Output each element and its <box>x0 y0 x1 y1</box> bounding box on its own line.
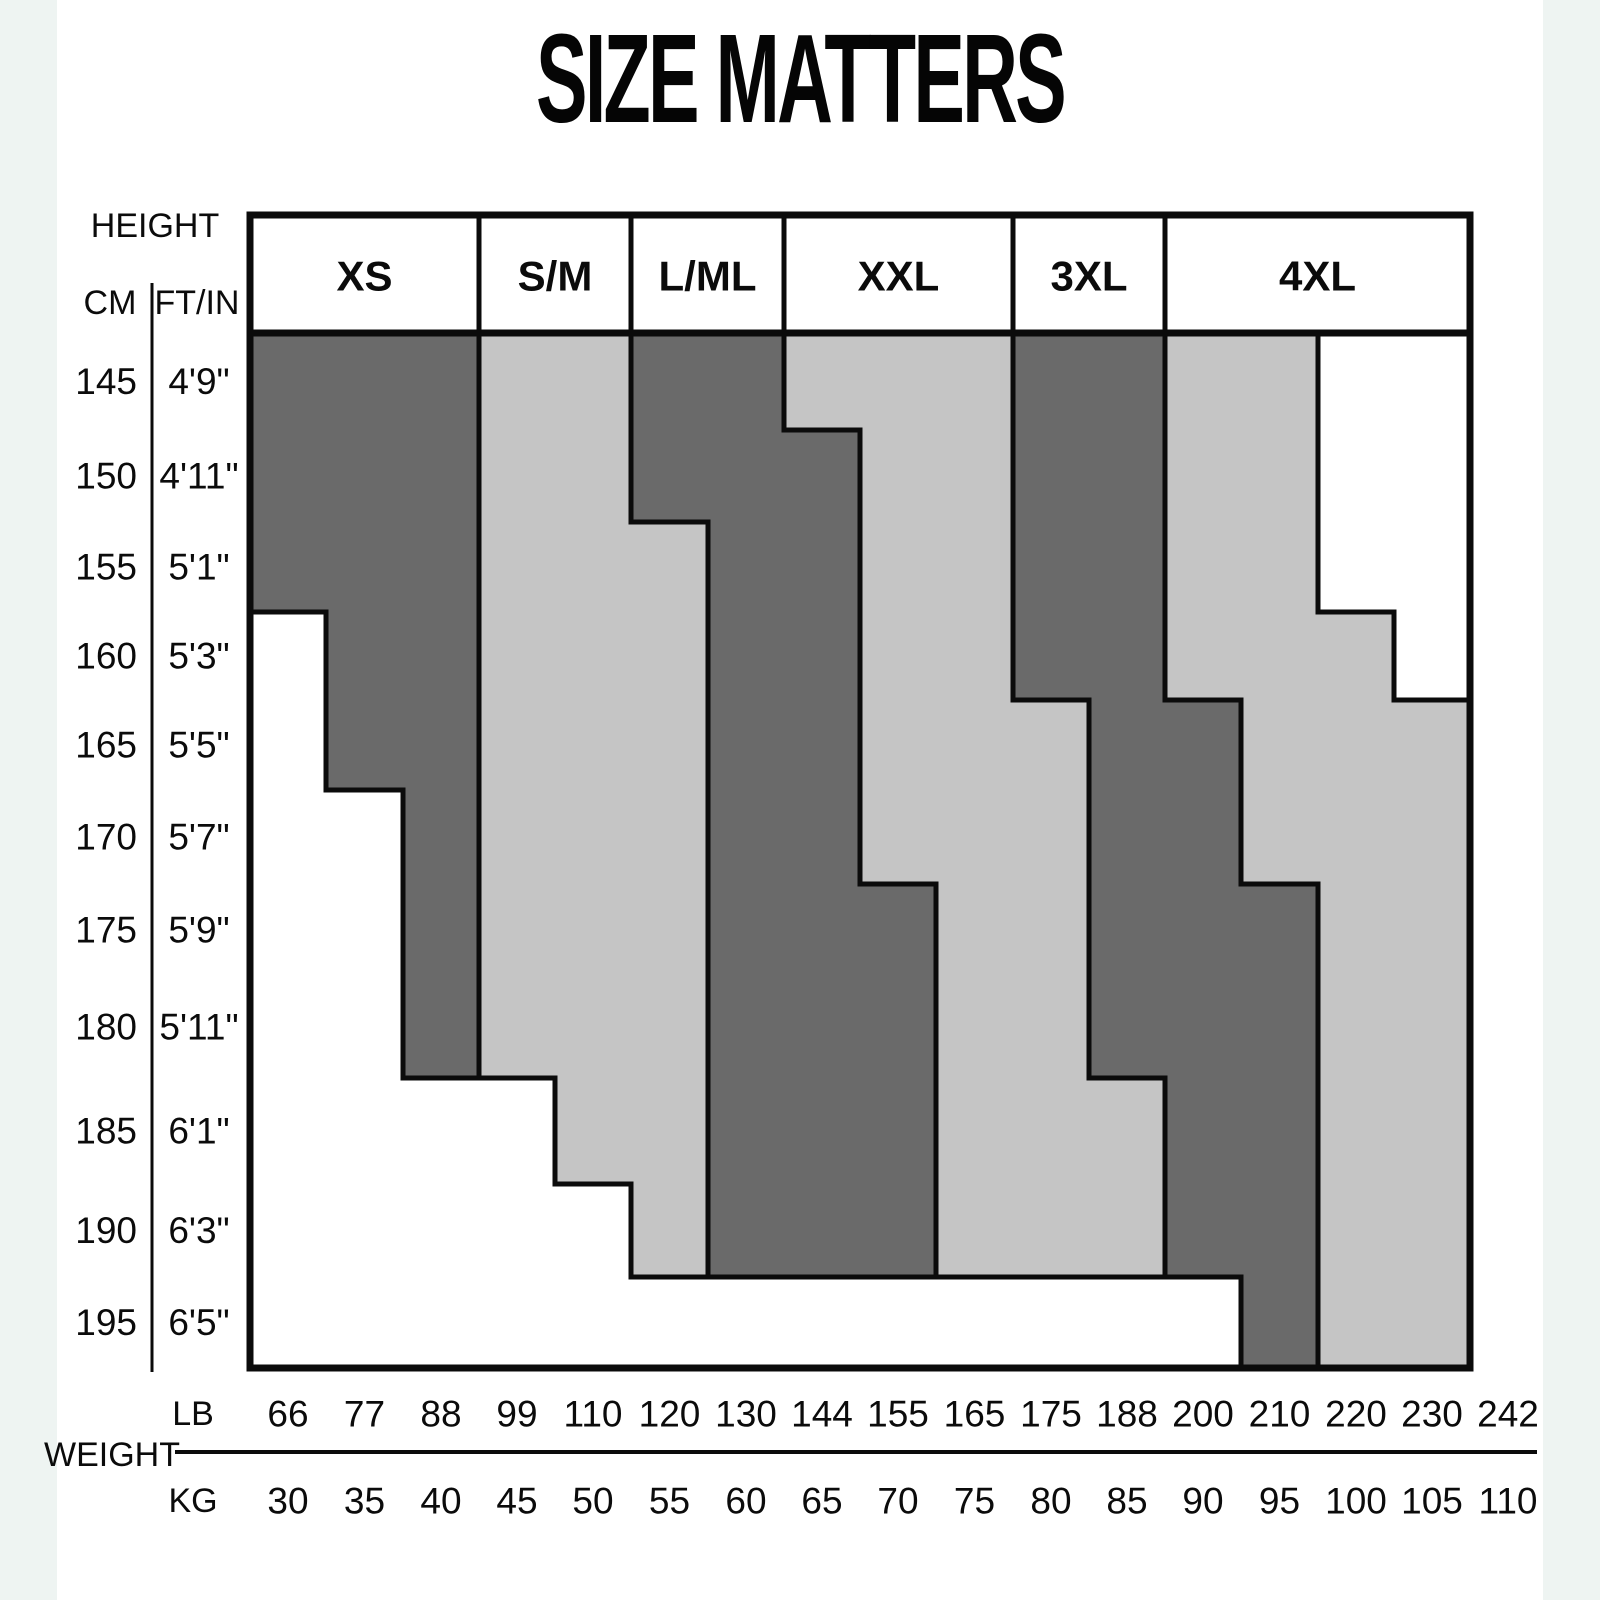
page-title: SIZE MATTERS <box>536 7 1067 149</box>
weight-kg-80: 80 <box>1030 1481 1071 1522</box>
height-ftin-185: 6'1" <box>168 1111 229 1152</box>
weight-lb-144: 144 <box>791 1394 853 1435</box>
weight-lb-175: 175 <box>1020 1394 1082 1435</box>
weight-lb-220: 220 <box>1325 1394 1387 1435</box>
weight-kg-65: 65 <box>801 1481 842 1522</box>
height-ftin-190: 6'3" <box>168 1210 229 1251</box>
size-header-3XL: 3XL <box>1050 253 1127 300</box>
cm-axis-label: CM <box>84 284 137 322</box>
left-margin-strip <box>0 0 57 1600</box>
height-cm-155: 155 <box>75 547 137 588</box>
weight-lb-120: 120 <box>639 1394 701 1435</box>
ftin-axis-label: FT/IN <box>155 284 240 322</box>
weight-kg-110: 110 <box>1479 1481 1538 1522</box>
weight-kg-50: 50 <box>572 1481 613 1522</box>
weight-lb-88: 88 <box>420 1394 461 1435</box>
weight-kg-75: 75 <box>954 1481 995 1522</box>
weight-kg-35: 35 <box>344 1481 385 1522</box>
height-cm-175: 175 <box>75 910 137 951</box>
height-ftin-170: 5'7" <box>168 817 229 858</box>
height-cm-165: 165 <box>75 725 137 766</box>
size-header-L/ML: L/ML <box>659 253 757 300</box>
weight-kg-45: 45 <box>496 1481 537 1522</box>
height-axis-title: HEIGHT <box>91 207 219 245</box>
height-ftin-165: 5'5" <box>168 725 229 766</box>
weight-lb-188: 188 <box>1096 1394 1158 1435</box>
weight-kg-30: 30 <box>267 1481 308 1522</box>
lb-axis-label: LB <box>172 1395 214 1433</box>
weight-lb-130: 130 <box>715 1394 777 1435</box>
size-header-S/M: S/M <box>518 253 593 300</box>
weight-lb-155: 155 <box>867 1394 929 1435</box>
height-ftin-160: 5'3" <box>168 636 229 677</box>
size-header-XXL: XXL <box>858 253 940 300</box>
height-ftin-155: 5'1" <box>168 547 229 588</box>
weight-kg-100: 100 <box>1325 1481 1387 1522</box>
height-cm-170: 170 <box>75 817 137 858</box>
height-cm-190: 190 <box>75 1210 137 1251</box>
height-ftin-150: 4'11" <box>159 456 238 497</box>
weight-lb-110: 110 <box>564 1394 623 1435</box>
height-cm-180: 180 <box>75 1007 137 1048</box>
weight-lb-200: 200 <box>1172 1394 1234 1435</box>
right-margin-strip <box>1543 0 1600 1600</box>
weight-kg-105: 105 <box>1401 1481 1463 1522</box>
weight-lb-165: 165 <box>944 1394 1006 1435</box>
size-header-4XL: 4XL <box>1279 253 1356 300</box>
height-ftin-195: 6'5" <box>168 1302 229 1343</box>
height-cm-195: 195 <box>75 1302 137 1343</box>
height-ftin-145: 4'9" <box>168 361 229 402</box>
height-cm-185: 185 <box>75 1111 137 1152</box>
kg-axis-label: KG <box>168 1482 217 1520</box>
weight-kg-60: 60 <box>725 1481 766 1522</box>
weight-kg-85: 85 <box>1106 1481 1147 1522</box>
weight-kg-55: 55 <box>649 1481 690 1522</box>
weight-kg-90: 90 <box>1182 1481 1223 1522</box>
weight-kg-40: 40 <box>420 1481 461 1522</box>
size-header-XS: XS <box>336 253 392 300</box>
weight-lb-210: 210 <box>1249 1394 1311 1435</box>
height-cm-150: 150 <box>75 456 137 497</box>
weight-lb-66: 66 <box>267 1394 308 1435</box>
weight-axis-title: WEIGHT <box>44 1436 180 1474</box>
weight-lb-230: 230 <box>1401 1394 1463 1435</box>
height-ftin-175: 5'9" <box>168 910 229 951</box>
height-cm-160: 160 <box>75 636 137 677</box>
weight-kg-70: 70 <box>877 1481 918 1522</box>
weight-lb-99: 99 <box>496 1394 537 1435</box>
height-cm-145: 145 <box>75 361 137 402</box>
weight-lb-242: 242 <box>1477 1394 1539 1435</box>
weight-lb-77: 77 <box>344 1394 385 1435</box>
height-ftin-180: 5'11" <box>159 1007 238 1048</box>
weight-kg-95: 95 <box>1259 1481 1300 1522</box>
